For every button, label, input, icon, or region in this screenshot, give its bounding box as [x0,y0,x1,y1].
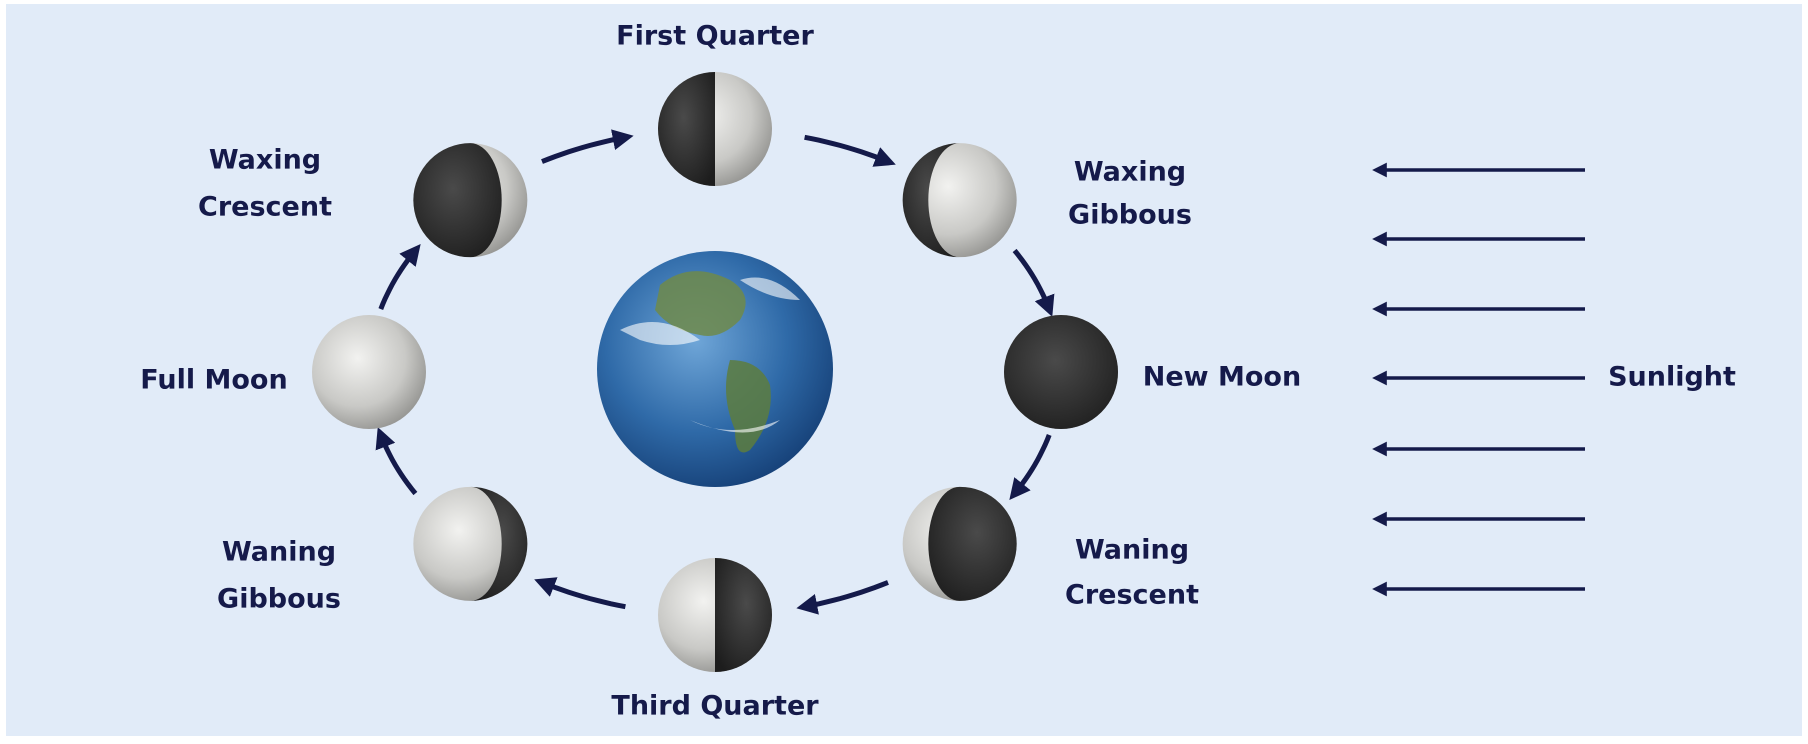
phase-label: Waxing [209,145,321,176]
moon-phase-diagram: First Quarter Waxing Gibbous New Moon Waning… [0,0,1808,740]
moon [1004,315,1118,429]
phase-label: Full Moon [140,365,287,396]
moon [312,315,426,429]
moon [903,487,1017,601]
moon [903,143,1017,257]
phase-label: Third Quarter [611,691,819,722]
phase-label: Waning [1075,535,1189,566]
moon [658,558,772,672]
phase-label: First Quarter [616,21,814,52]
phase-label: Crescent [1065,580,1199,611]
moon [413,143,527,257]
moon [413,487,527,601]
moon-lit [312,315,426,429]
moon-dark [1004,315,1118,429]
phase-label: Crescent [198,192,332,223]
earth [597,251,833,487]
moon [658,72,772,186]
phase-label: Gibbous [1068,200,1192,231]
sunlight-label: Sunlight [1608,362,1736,393]
phase-label: Waxing [1074,157,1186,188]
phase-label: Gibbous [217,584,341,615]
phase-label: New Moon [1143,362,1301,393]
phase-label: Waning [222,537,336,568]
